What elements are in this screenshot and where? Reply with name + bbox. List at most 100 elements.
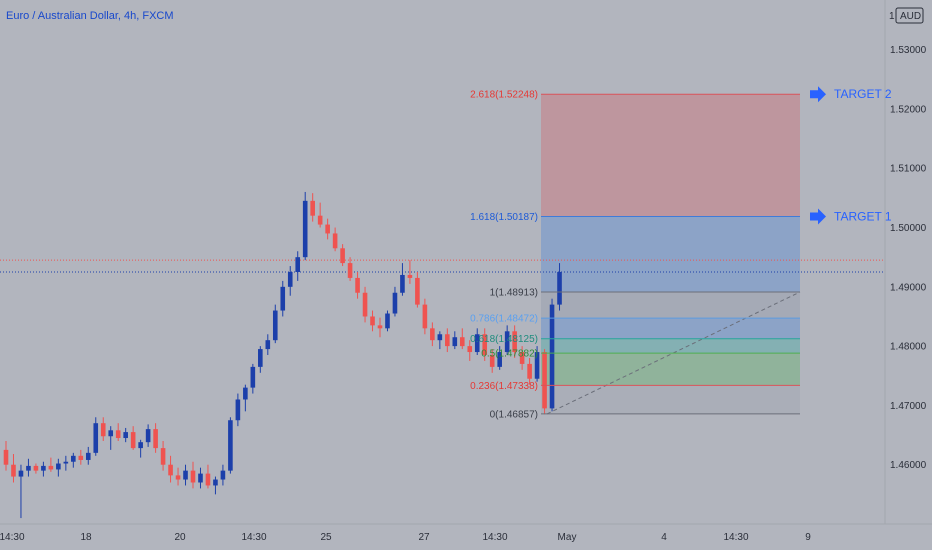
x-tick-label: 14:30	[241, 532, 266, 543]
fib-level-label: 0.236(1.47338)	[470, 381, 538, 392]
candle-body	[41, 465, 46, 471]
candle-body	[474, 334, 480, 353]
target-label: TARGET 2	[834, 87, 892, 101]
y-tick-label: 1.49000	[890, 282, 927, 293]
x-tick-label: 14:30	[0, 532, 25, 543]
fib-level-label: 0.5(1.47882)	[481, 349, 538, 360]
y-tick-label: 1.52000	[890, 104, 927, 115]
candle-body	[415, 277, 420, 305]
fib-zone	[541, 216, 800, 292]
price-lines	[0, 259, 885, 273]
candle-body	[325, 224, 330, 234]
candle-body	[56, 463, 61, 470]
candle-body	[482, 334, 488, 356]
candle-body	[100, 423, 106, 437]
candle-body	[445, 334, 450, 347]
candle-body	[430, 328, 435, 341]
x-tick-label: May	[558, 532, 577, 543]
candle-body	[512, 331, 517, 353]
candle-body	[549, 304, 555, 409]
fib-level-label: 1(1.48913)	[490, 287, 538, 298]
y-tick-label: 1.46000	[890, 460, 927, 471]
candle-body	[220, 470, 226, 480]
scale-mode-label[interactable]: 1	[889, 11, 895, 22]
target-arrow-icon	[810, 208, 826, 225]
candle-body	[302, 200, 308, 258]
candle-body	[190, 470, 196, 483]
fib-zone	[541, 338, 800, 354]
candle-body	[497, 352, 502, 367]
candle-body	[489, 355, 495, 367]
target-label: TARGET 1	[834, 209, 892, 223]
candle-body	[26, 465, 31, 471]
currency-label[interactable]: AUD	[900, 11, 921, 22]
candle-body	[355, 277, 360, 293]
candle-body	[3, 449, 9, 465]
fib-level-label: 1.618(1.50187)	[470, 212, 538, 223]
candle-body	[347, 263, 353, 278]
candle-body	[93, 423, 99, 453]
candle-body	[422, 304, 428, 329]
candle-body	[542, 352, 547, 409]
candle-body	[362, 292, 368, 317]
candle-body	[310, 200, 315, 216]
candle-body	[85, 452, 91, 460]
y-tick-label: 1.50000	[890, 223, 927, 234]
candle-body	[145, 429, 151, 443]
candle-body	[175, 475, 181, 480]
candle-body	[295, 257, 301, 272]
fib-zones	[541, 94, 801, 415]
x-tick-label: 14:30	[723, 532, 748, 543]
candle-body	[317, 215, 323, 225]
x-tick-label: 25	[320, 532, 332, 543]
candle-body	[235, 399, 241, 421]
fib-zone	[541, 94, 800, 217]
fib-lines: 2.618(1.52248) 1.618(1.50187) 1(1.48913) 0.…	[470, 90, 800, 420]
candle-body	[108, 430, 114, 437]
candle-body	[11, 464, 16, 477]
candle-body	[332, 233, 338, 249]
candle-body	[138, 442, 143, 449]
candles	[3, 191, 562, 519]
fib-level-label: 2.618(1.52248)	[470, 90, 538, 101]
candle-body	[250, 366, 256, 388]
candle-body	[437, 334, 443, 341]
candle-body	[407, 274, 413, 278]
candle-body	[243, 387, 248, 400]
candle-body	[272, 310, 278, 341]
candle-body	[205, 473, 211, 486]
candle-body	[130, 432, 136, 449]
candle-body	[519, 352, 525, 364]
y-axis[interactable]: 1.53000 1.52000 1.51000 1.50000 1.49000 1.480…	[890, 45, 927, 471]
fib-level-label: 0(1.46857)	[490, 409, 538, 420]
chart-title: Euro / Australian Dollar, 4h, FXCM	[6, 10, 174, 22]
y-tick-label: 1.53000	[890, 45, 927, 56]
y-tick-label: 1.51000	[890, 164, 927, 175]
candle-body	[392, 292, 398, 314]
x-tick-label: 27	[418, 532, 430, 543]
currency-box[interactable]	[895, 7, 924, 24]
fib-level-label: 0.618(1.48125)	[470, 334, 538, 345]
x-axis[interactable]: 14:30 18 20 14:30 25 27 14:30 May 4 14:30 9	[0, 532, 811, 543]
y-tick-label: 1.48000	[890, 342, 927, 353]
currency-selector[interactable]: 1 AUD	[889, 7, 924, 24]
fib-level-label: 0.786(1.48472)	[470, 314, 538, 325]
x-tick-label: 20	[174, 532, 186, 543]
candle-body	[527, 363, 532, 379]
candle-body	[48, 465, 54, 470]
candle-body	[340, 248, 345, 264]
x-tick-label: 14:30	[482, 532, 507, 543]
candle-body	[18, 470, 24, 477]
candle-body	[377, 325, 383, 329]
candle-body	[452, 337, 458, 347]
candle-body	[280, 286, 286, 311]
candle-body	[213, 479, 218, 486]
candle-body	[400, 274, 405, 293]
fib-zone	[541, 385, 800, 414]
candle-body	[183, 470, 188, 480]
fib-zone	[541, 353, 800, 386]
candle-body	[258, 349, 263, 367]
candle-body	[534, 352, 540, 379]
